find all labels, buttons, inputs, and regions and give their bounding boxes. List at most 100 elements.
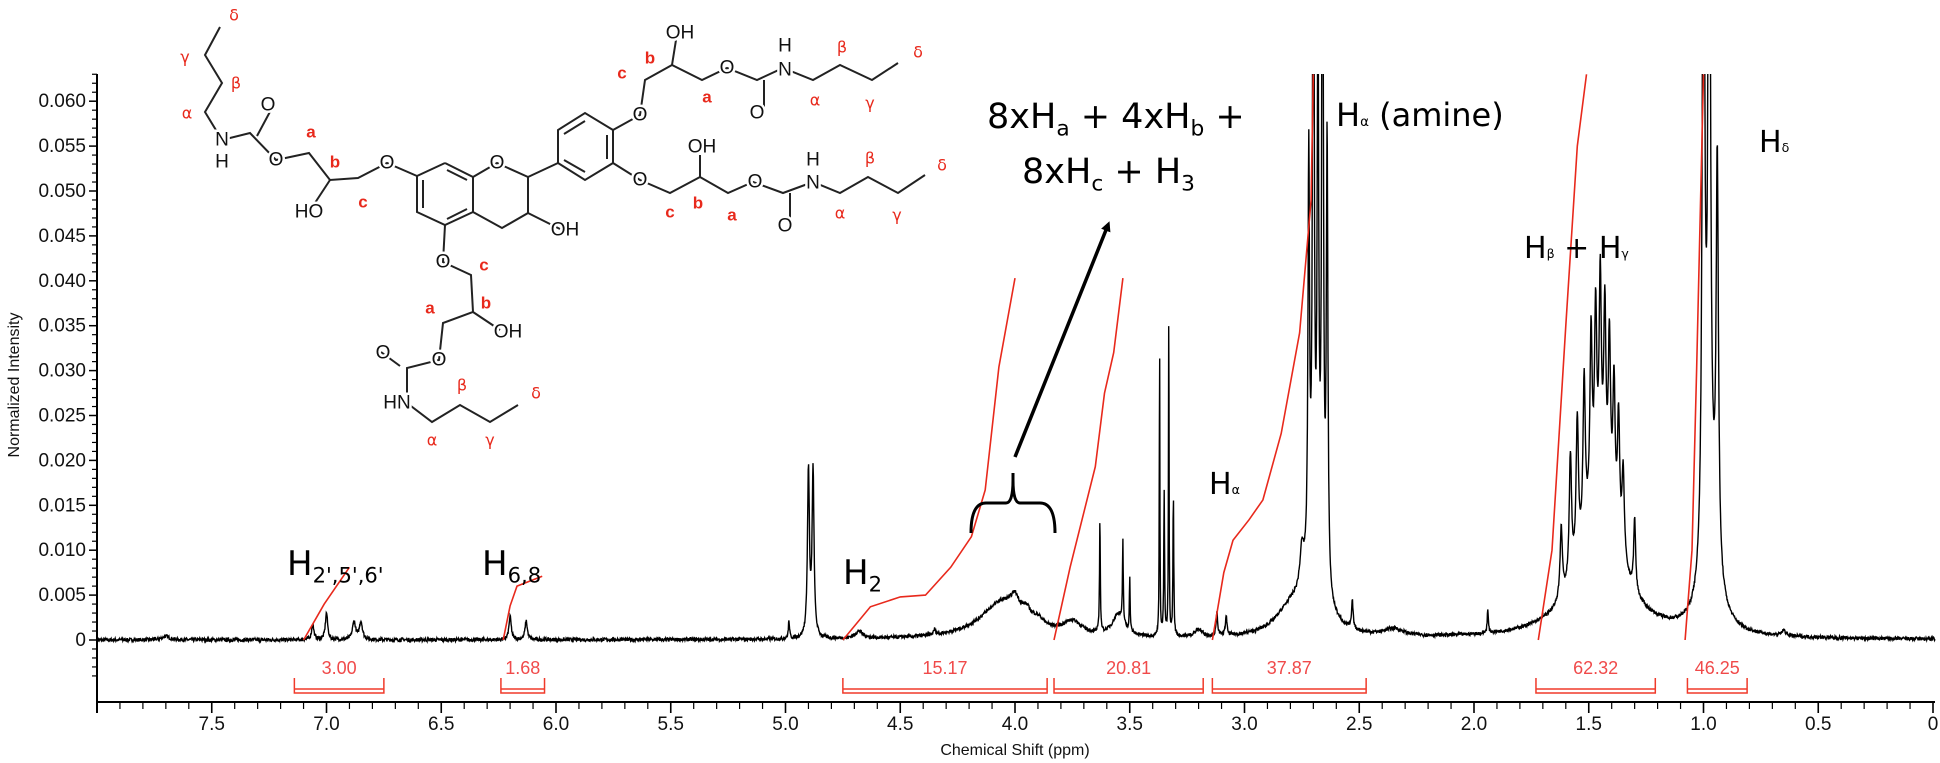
annotation-subscript: γ [1621, 246, 1629, 261]
bond [308, 179, 331, 213]
label-h2-5-6: H2',5',6' [287, 544, 384, 587]
annotation-text: 8xH [1022, 152, 1091, 192]
atom-label: H [806, 150, 820, 171]
y-tick-label: 0.035 [38, 316, 86, 337]
atom-label: N [778, 60, 792, 81]
annotation-subscript: 2',5',6' [313, 562, 384, 587]
x-tick-label: 6.0 [543, 714, 569, 735]
atom-label: HN [383, 393, 410, 414]
position-label: c [479, 256, 488, 275]
y-tick-label: 0.030 [38, 361, 86, 382]
position-label: α [835, 204, 846, 223]
integral-bracket-line [1211, 678, 1367, 694]
atom-label: O [380, 153, 395, 174]
atom-label: O [436, 252, 451, 273]
atom-label: OH [551, 220, 580, 241]
position-label: β [865, 149, 875, 168]
annotation-subscript: β [1547, 246, 1555, 261]
integral-bracket: 46.25 [1686, 658, 1748, 694]
atom-label: OH [688, 137, 717, 158]
position-label: β [837, 38, 847, 57]
y-tick-label: 0.025 [38, 406, 86, 427]
y-tick-label: 0.060 [38, 91, 86, 112]
annotation-text: H [1336, 96, 1360, 134]
integral-value: 20.81 [1106, 658, 1151, 678]
annotation-text: + [1204, 97, 1244, 137]
integral-brackets: 3.00 1.68 15.17 20.81 37.87 62.32 46.25 [293, 658, 1748, 694]
atom-label: H [215, 152, 229, 173]
y-tick-label: 0.005 [38, 585, 86, 606]
y-tick-label: 0.050 [38, 181, 86, 202]
position-label: β [457, 376, 467, 395]
x-tick-label: 4.0 [1002, 714, 1028, 735]
x-tick-label: 0.5 [1805, 714, 1831, 735]
y-tick-label: 0.010 [38, 540, 86, 561]
position-label: δ [937, 156, 947, 175]
double-bond [380, 351, 401, 367]
annotation-subscript: c [1091, 172, 1103, 197]
annotation-text: H [1759, 125, 1782, 160]
bond [472, 311, 501, 331]
label-h2: H2 [843, 553, 882, 596]
annotation-subscript: a [1056, 117, 1069, 142]
bond [406, 224, 519, 424]
y-tick-label: 0 [75, 630, 86, 651]
integral-curve [1537, 74, 1588, 641]
annotation-text: + 4xH [1070, 97, 1191, 137]
double-bond [563, 159, 586, 173]
bond [612, 162, 926, 195]
atom-label: O [261, 95, 276, 116]
position-label: b [693, 194, 703, 213]
integral-curve [1211, 74, 1315, 641]
x-tick-label: 0 [1928, 714, 1939, 735]
y-tick-label: 0.015 [38, 495, 86, 516]
bond [527, 212, 561, 230]
bond [527, 162, 559, 178]
x-axis-title: Chemical Shift (ppm) [940, 742, 1089, 759]
label-multi-line1: 8xHa + 4xHb + [987, 97, 1245, 142]
x-tick-label: 7.0 [313, 714, 339, 735]
integral-bracket-line [1686, 678, 1748, 694]
position-label: δ [531, 384, 541, 403]
atom-label: O [748, 172, 763, 193]
y-tick-label: 0.020 [38, 450, 86, 471]
position-label: α [427, 431, 438, 450]
integral-bracket: 3.00 [293, 658, 385, 694]
double-bond [446, 208, 468, 220]
integral-curve [1684, 74, 1705, 641]
position-label: γ [892, 206, 901, 225]
position-label: δ [913, 43, 923, 62]
integral-value: 37.87 [1267, 658, 1312, 678]
y-axis-title: Normalized Intensity [6, 313, 23, 458]
integral-bracket: 20.81 [1053, 658, 1204, 694]
integral-value: 46.25 [1695, 658, 1740, 678]
double-bond [256, 107, 273, 137]
integral-bracket-line [842, 678, 1048, 694]
atom-label: O [750, 103, 765, 124]
y-tick-label: 0.055 [38, 136, 86, 157]
position-label: b [645, 49, 655, 68]
x-tick-label: 1.5 [1576, 714, 1602, 735]
integral-curve [1053, 278, 1124, 641]
atom-label: HO [295, 202, 324, 223]
bond [671, 39, 677, 66]
annotation-subscript: 2 [869, 571, 882, 596]
position-label: a [702, 88, 712, 107]
annotation-subscript: b [1191, 117, 1205, 142]
annotation-text: (amine) [1369, 96, 1504, 134]
integral-bracket-line [1053, 678, 1204, 694]
x-tick-label: 3.0 [1231, 714, 1257, 735]
position-label: b [481, 294, 491, 313]
integral-bracket-line [1535, 678, 1657, 694]
integral-bracket: 15.17 [842, 658, 1048, 694]
atom-label: O [778, 216, 793, 237]
x-tick-label: 4.5 [887, 714, 913, 735]
annotation-subscript: 6,8 [508, 562, 542, 587]
label-h6-8: H6,8 [482, 544, 541, 587]
annotation-text: 8xH [987, 97, 1056, 137]
y-tick-label: 0.040 [38, 271, 86, 292]
bond [416, 162, 474, 227]
position-label: a [306, 123, 316, 142]
brace-icon [969, 473, 1057, 534]
